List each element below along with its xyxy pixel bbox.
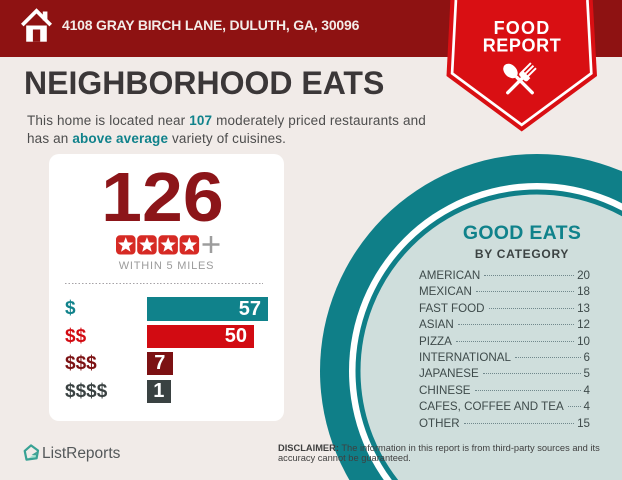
svg-text:REPORT: REPORT bbox=[483, 36, 562, 56]
svg-text:FOOD: FOOD bbox=[494, 18, 551, 38]
